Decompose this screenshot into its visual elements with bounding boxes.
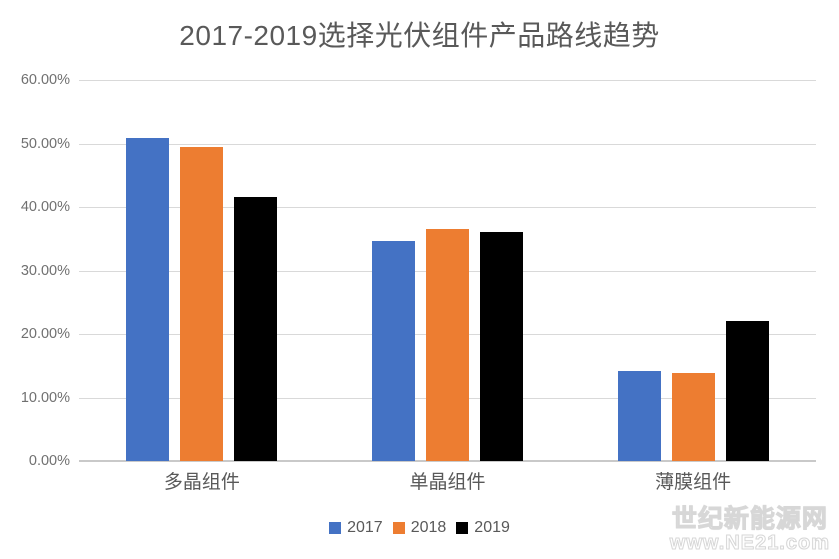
y-axis-tick-label: 10.00% (20, 389, 70, 406)
chart-title: 2017-2019选择光伏组件产品路线趋势 (179, 20, 660, 51)
watermark-site-name: 世纪新能源网 (671, 505, 828, 533)
legend-swatch-2017 (329, 522, 342, 534)
bar-2019-薄膜组件 (725, 321, 769, 461)
legend: 2017 2018 2019 (0, 520, 839, 536)
bar-2018-薄膜组件 (671, 372, 715, 461)
legend-label-2017: 2017 (347, 519, 383, 536)
watermark: 世纪新能源网 www.NE21.com (669, 505, 830, 554)
legend-item-2018: 2018 (392, 519, 447, 536)
y-axis-tick-label: 30.00% (20, 262, 70, 279)
bar-2018-多晶组件 (180, 147, 224, 461)
x-axis-category-label: 薄膜组件 (655, 472, 732, 493)
bar-2019-单晶组件 (480, 231, 523, 461)
legend-swatch-2018 (392, 522, 405, 534)
y-axis-tick-label: 20.00% (20, 326, 70, 342)
x-axis-category-label: 单晶组件 (409, 472, 486, 493)
legend-item-2019: 2019 (456, 520, 510, 536)
y-gridline-60 (79, 80, 816, 81)
y-axis-tick-label: 40.00% (20, 199, 70, 215)
bar-2017-单晶组件 (372, 240, 415, 461)
y-gridline-50 (79, 143, 816, 145)
bar-2018-单晶组件 (426, 228, 469, 461)
legend-swatch-2019 (456, 522, 469, 534)
y-gridline-0 (79, 460, 816, 462)
x-axis-category-label: 多晶组件 (163, 472, 240, 493)
y-axis-tick-label: 60.00% (20, 72, 70, 88)
y-axis-tick-label: 50.00% (20, 135, 70, 152)
bar-2017-薄膜组件 (617, 370, 661, 461)
y-axis-tick-label: 0.00% (28, 453, 70, 469)
legend-label-2018: 2018 (410, 519, 447, 536)
bar-2019-多晶组件 (234, 196, 278, 461)
y-gridline-40 (79, 207, 816, 208)
bar-2017-多晶组件 (126, 138, 170, 461)
watermark-site-url: www.NE21.com (669, 532, 830, 554)
legend-item-2017: 2017 (329, 520, 383, 536)
legend-label-2019: 2019 (474, 519, 510, 536)
